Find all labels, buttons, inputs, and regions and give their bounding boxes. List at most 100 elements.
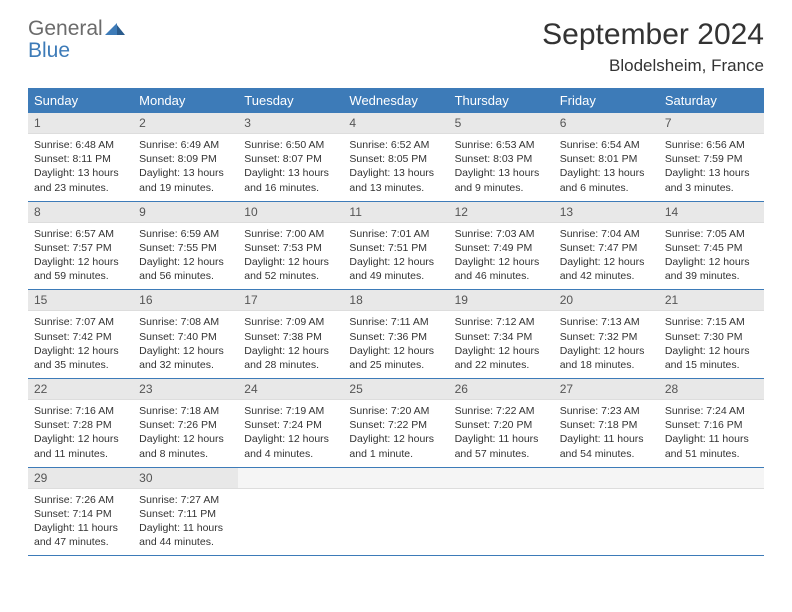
day-cell: 18Sunrise: 7:11 AMSunset: 7:36 PMDayligh… <box>343 290 448 378</box>
sunset-line: Sunset: 7:26 PM <box>139 418 232 432</box>
day-number: 19 <box>449 290 554 311</box>
sunset-line: Sunset: 8:09 PM <box>139 152 232 166</box>
sunrise-line: Sunrise: 7:27 AM <box>139 493 232 507</box>
daylight-line: Daylight: 11 hours and 47 minutes. <box>34 521 127 549</box>
sunrise-line: Sunrise: 6:49 AM <box>139 138 232 152</box>
sunrise-line: Sunrise: 7:20 AM <box>349 404 442 418</box>
day-number: 10 <box>238 202 343 223</box>
day-body: Sunrise: 6:48 AMSunset: 8:11 PMDaylight:… <box>28 134 133 201</box>
day-cell: 10Sunrise: 7:00 AMSunset: 7:53 PMDayligh… <box>238 202 343 290</box>
sunrise-line: Sunrise: 7:22 AM <box>455 404 548 418</box>
daylight-line: Daylight: 12 hours and 35 minutes. <box>34 344 127 372</box>
day-body: Sunrise: 7:11 AMSunset: 7:36 PMDaylight:… <box>343 311 448 378</box>
week-row: 29Sunrise: 7:26 AMSunset: 7:14 PMDayligh… <box>28 468 764 557</box>
daylight-line: Daylight: 13 hours and 23 minutes. <box>34 166 127 194</box>
sunrise-line: Sunrise: 7:18 AM <box>139 404 232 418</box>
sunset-line: Sunset: 7:57 PM <box>34 241 127 255</box>
sunset-line: Sunset: 7:24 PM <box>244 418 337 432</box>
sunrise-line: Sunrise: 7:19 AM <box>244 404 337 418</box>
weeks-container: 1Sunrise: 6:48 AMSunset: 8:11 PMDaylight… <box>28 113 764 556</box>
sunrise-line: Sunrise: 6:52 AM <box>349 138 442 152</box>
day-cell: 6Sunrise: 6:54 AMSunset: 8:01 PMDaylight… <box>554 113 659 201</box>
daylight-line: Daylight: 12 hours and 8 minutes. <box>139 432 232 460</box>
day-number: 11 <box>343 202 448 223</box>
day-body: Sunrise: 7:26 AMSunset: 7:14 PMDaylight:… <box>28 489 133 556</box>
day-body: Sunrise: 7:09 AMSunset: 7:38 PMDaylight:… <box>238 311 343 378</box>
sunset-line: Sunset: 7:32 PM <box>560 330 653 344</box>
daylight-line: Daylight: 13 hours and 9 minutes. <box>455 166 548 194</box>
sunset-line: Sunset: 7:53 PM <box>244 241 337 255</box>
weekday-label: Thursday <box>449 88 554 113</box>
day-number: 17 <box>238 290 343 311</box>
sunset-line: Sunset: 7:18 PM <box>560 418 653 432</box>
day-number: 13 <box>554 202 659 223</box>
sunset-line: Sunset: 8:03 PM <box>455 152 548 166</box>
day-number: 16 <box>133 290 238 311</box>
day-number: 5 <box>449 113 554 134</box>
day-number: 6 <box>554 113 659 134</box>
sunrise-line: Sunrise: 7:15 AM <box>665 315 758 329</box>
weekday-label: Sunday <box>28 88 133 113</box>
day-cell: 11 Sunrise: 7:01 AMSunset: 7:51 PMDayligh… <box>343 202 448 290</box>
day-body: Sunrise: 7:20 AMSunset: 7:22 PMDaylight:… <box>343 400 448 467</box>
sunset-line: Sunset: 7:34 PM <box>455 330 548 344</box>
day-body: Sunrise: 7:04 AMSunset: 7:47 PMDaylight:… <box>554 223 659 290</box>
day-number: 18 <box>343 290 448 311</box>
day-cell: 19Sunrise: 7:12 AMSunset: 7:34 PMDayligh… <box>449 290 554 378</box>
day-body: Sunrise: 7:27 AMSunset: 7:11 PMDaylight:… <box>133 489 238 556</box>
day-number: 3 <box>238 113 343 134</box>
daylight-line: Daylight: 12 hours and 59 minutes. <box>34 255 127 283</box>
day-body: Sunrise: 7:19 AMSunset: 7:24 PMDaylight:… <box>238 400 343 467</box>
day-number: 23 <box>133 379 238 400</box>
sunrise-line: Sunrise: 6:56 AM <box>665 138 758 152</box>
sunrise-line: Sunrise: 7:12 AM <box>455 315 548 329</box>
sunset-line: Sunset: 8:01 PM <box>560 152 653 166</box>
weekday-label: Monday <box>133 88 238 113</box>
day-body: Sunrise: 7:07 AMSunset: 7:42 PMDaylight:… <box>28 311 133 378</box>
empty-cell: . <box>343 468 448 556</box>
day-cell: 30Sunrise: 7:27 AMSunset: 7:11 PMDayligh… <box>133 468 238 556</box>
month-title: September 2024 <box>542 18 764 52</box>
sunset-line: Sunset: 7:11 PM <box>139 507 232 521</box>
sunrise-line: Sunrise: 7:00 AM <box>244 227 337 241</box>
day-number: 9 <box>133 202 238 223</box>
day-body: Sunrise: 7:08 AMSunset: 7:40 PMDaylight:… <box>133 311 238 378</box>
week-row: 22Sunrise: 7:16 AMSunset: 7:28 PMDayligh… <box>28 379 764 468</box>
day-body: Sunrise: 7:15 AMSunset: 7:30 PMDaylight:… <box>659 311 764 378</box>
daylight-line: Daylight: 12 hours and 18 minutes. <box>560 344 653 372</box>
sunset-line: Sunset: 7:30 PM <box>665 330 758 344</box>
weekday-label: Wednesday <box>343 88 448 113</box>
sunrise-line: Sunrise: 6:57 AM <box>34 227 127 241</box>
sunset-line: Sunset: 7:38 PM <box>244 330 337 344</box>
day-body: Sunrise: 7:00 AMSunset: 7:53 PMDaylight:… <box>238 223 343 290</box>
day-body: Sunrise: 6:54 AMSunset: 8:01 PMDaylight:… <box>554 134 659 201</box>
sunset-line: Sunset: 7:59 PM <box>665 152 758 166</box>
daylight-line: Daylight: 12 hours and 42 minutes. <box>560 255 653 283</box>
day-number: 25 <box>343 379 448 400</box>
week-row: 8Sunrise: 6:57 AMSunset: 7:57 PMDaylight… <box>28 202 764 291</box>
daylight-line: Daylight: 12 hours and 49 minutes. <box>349 255 442 283</box>
sunset-line: Sunset: 7:47 PM <box>560 241 653 255</box>
sunrise-line: Sunrise: 7:05 AM <box>665 227 758 241</box>
daylight-line: Daylight: 13 hours and 16 minutes. <box>244 166 337 194</box>
sunrise-line: Sunrise: 7:26 AM <box>34 493 127 507</box>
sunset-line: Sunset: 7:22 PM <box>349 418 442 432</box>
day-cell: 9Sunrise: 6:59 AMSunset: 7:55 PMDaylight… <box>133 202 238 290</box>
day-cell: 16Sunrise: 7:08 AMSunset: 7:40 PMDayligh… <box>133 290 238 378</box>
day-number: 14 <box>659 202 764 223</box>
title-block: September 2024 Blodelsheim, France <box>542 18 764 76</box>
daylight-line: Daylight: 11 hours and 57 minutes. <box>455 432 548 460</box>
sunrise-line: Sunrise: 7:01 AM <box>349 227 442 241</box>
empty-cell: . <box>238 468 343 556</box>
sunset-line: Sunset: 7:51 PM <box>349 241 442 255</box>
day-cell: 22Sunrise: 7:16 AMSunset: 7:28 PMDayligh… <box>28 379 133 467</box>
header: GeneralBlue September 2024 Blodelsheim, … <box>28 18 764 76</box>
day-number: 1 <box>28 113 133 134</box>
day-cell: 25Sunrise: 7:20 AMSunset: 7:22 PMDayligh… <box>343 379 448 467</box>
day-number: 7 <box>659 113 764 134</box>
sunset-line: Sunset: 7:14 PM <box>34 507 127 521</box>
sunrise-line: Sunrise: 6:53 AM <box>455 138 548 152</box>
day-number: 29 <box>28 468 133 489</box>
day-cell: 27Sunrise: 7:23 AMSunset: 7:18 PMDayligh… <box>554 379 659 467</box>
day-cell: 8Sunrise: 6:57 AMSunset: 7:57 PMDaylight… <box>28 202 133 290</box>
